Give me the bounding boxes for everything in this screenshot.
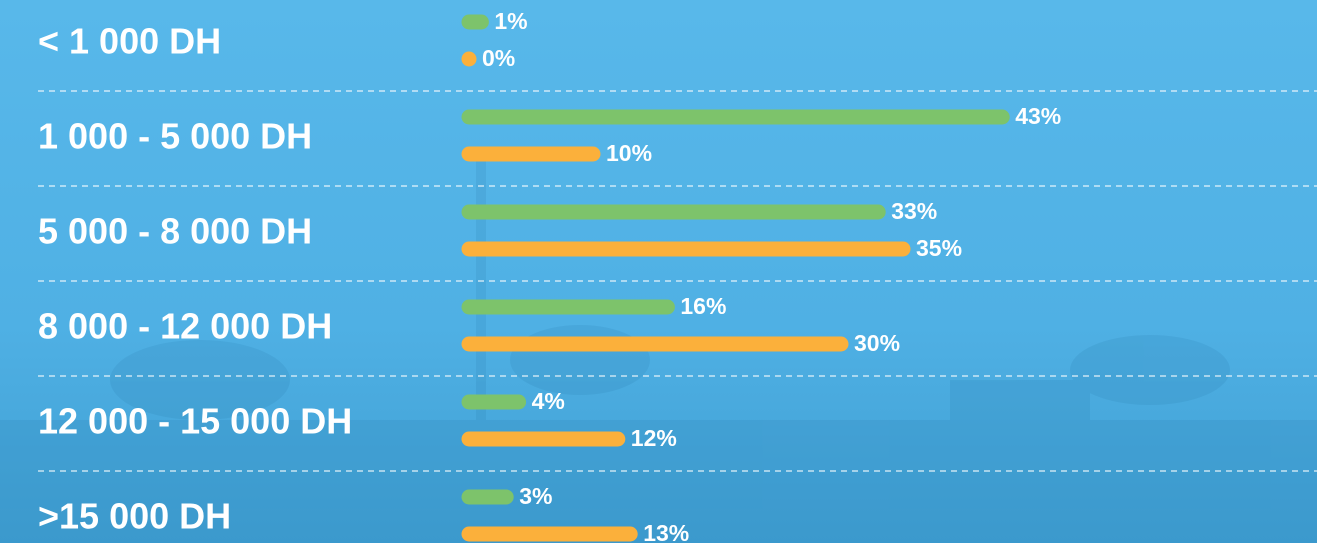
value-label: 1% bbox=[494, 8, 527, 34]
value-label: 10% bbox=[606, 140, 652, 166]
value-label: 33% bbox=[891, 198, 937, 224]
value-label: 16% bbox=[680, 293, 726, 319]
value-label: 43% bbox=[1015, 103, 1061, 129]
category-label: >15 000 DH bbox=[38, 496, 231, 537]
category-label: 12 000 - 15 000 DH bbox=[38, 401, 352, 442]
value-label: 0% bbox=[482, 45, 515, 71]
value-label: 12% bbox=[631, 425, 677, 451]
category-label: < 1 000 DH bbox=[38, 21, 221, 62]
value-label: 13% bbox=[643, 520, 689, 543]
category-label: 1 000 - 5 000 DH bbox=[38, 116, 312, 157]
category-label: 5 000 - 8 000 DH bbox=[38, 211, 312, 252]
value-label: 35% bbox=[916, 235, 962, 261]
value-label: 3% bbox=[519, 483, 552, 509]
value-label: 30% bbox=[854, 330, 900, 356]
category-label: 8 000 - 12 000 DH bbox=[38, 306, 332, 347]
value-label: 4% bbox=[532, 388, 565, 414]
